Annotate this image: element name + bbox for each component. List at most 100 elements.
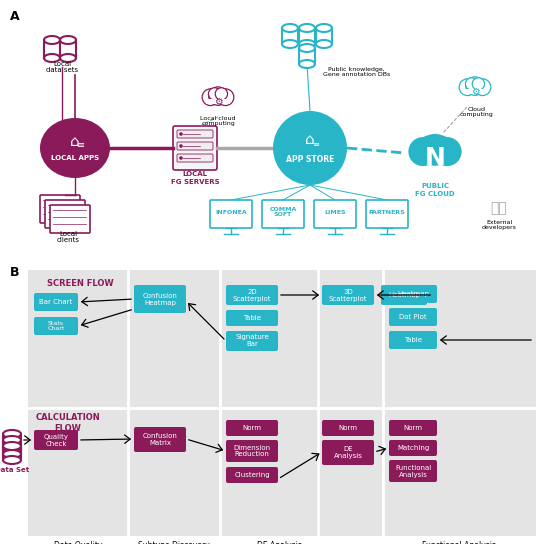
FancyBboxPatch shape (226, 331, 278, 351)
FancyBboxPatch shape (177, 154, 213, 162)
Text: Subtype Discovery: Subtype Discovery (138, 541, 210, 544)
Text: APP STORE: APP STORE (286, 156, 334, 164)
FancyBboxPatch shape (389, 308, 437, 326)
Text: 3D
Scatterplot: 3D Scatterplot (329, 288, 367, 301)
Text: Confusion
Matrix: Confusion Matrix (143, 433, 177, 446)
FancyBboxPatch shape (226, 310, 278, 326)
Text: Functional Analysis: Functional Analysis (423, 541, 497, 544)
Text: Local cloud
computing: Local cloud computing (200, 116, 236, 126)
Ellipse shape (299, 40, 315, 48)
Circle shape (202, 89, 219, 106)
Circle shape (433, 138, 461, 165)
Text: Data Set: Data Set (0, 467, 29, 473)
Text: LOCAL
FG SERVERS: LOCAL FG SERVERS (171, 171, 219, 184)
Text: 2D
Scatterplot: 2D Scatterplot (233, 288, 271, 301)
Text: N: N (425, 146, 445, 170)
FancyBboxPatch shape (389, 460, 437, 482)
FancyBboxPatch shape (322, 285, 374, 305)
Text: PARTNERS: PARTNERS (368, 209, 405, 214)
FancyBboxPatch shape (177, 142, 213, 150)
FancyBboxPatch shape (366, 200, 408, 228)
Bar (415, 154, 454, 164)
FancyBboxPatch shape (34, 430, 78, 450)
Text: COMMA
SOFT: COMMA SOFT (269, 207, 296, 218)
Ellipse shape (299, 44, 315, 52)
Text: Functional
Analysis: Functional Analysis (395, 465, 431, 478)
Text: Table: Table (243, 315, 261, 321)
Text: Public knowledge,
Gene annotation DBs: Public knowledge, Gene annotation DBs (323, 66, 390, 77)
Text: Bar Chart: Bar Chart (39, 299, 72, 305)
Text: Stats
Chart: Stats Chart (47, 320, 65, 331)
Text: Local
data sets: Local data sets (46, 60, 78, 73)
Circle shape (420, 135, 450, 165)
Bar (206, 99, 230, 104)
Text: Heatmap: Heatmap (397, 291, 429, 297)
Ellipse shape (282, 40, 298, 48)
Circle shape (209, 87, 227, 106)
FancyBboxPatch shape (322, 420, 374, 436)
FancyBboxPatch shape (177, 130, 213, 138)
Ellipse shape (316, 40, 332, 48)
FancyBboxPatch shape (322, 440, 374, 465)
Text: Clustering: Clustering (234, 472, 270, 478)
FancyBboxPatch shape (226, 467, 278, 483)
Text: SCREEN FLOW: SCREEN FLOW (47, 279, 113, 287)
FancyBboxPatch shape (134, 285, 186, 313)
Circle shape (465, 78, 478, 90)
FancyBboxPatch shape (226, 285, 278, 305)
Text: CALCULATION
FLOW: CALCULATION FLOW (36, 413, 101, 432)
FancyBboxPatch shape (389, 285, 437, 303)
Circle shape (419, 136, 440, 156)
Ellipse shape (44, 54, 60, 62)
Text: ⚙: ⚙ (471, 87, 479, 97)
Circle shape (459, 79, 476, 96)
Text: ⚙: ⚙ (214, 97, 222, 107)
FancyBboxPatch shape (389, 420, 437, 436)
Circle shape (466, 77, 484, 95)
Text: Table: Table (404, 337, 422, 343)
Ellipse shape (3, 436, 21, 444)
Circle shape (409, 138, 437, 165)
Ellipse shape (3, 430, 21, 438)
Ellipse shape (282, 24, 298, 32)
Circle shape (179, 132, 183, 136)
Ellipse shape (3, 444, 21, 452)
Circle shape (208, 88, 221, 100)
Ellipse shape (3, 456, 21, 464)
Text: Quality
Check: Quality Check (43, 434, 69, 447)
FancyBboxPatch shape (314, 200, 356, 228)
FancyBboxPatch shape (50, 205, 90, 233)
FancyBboxPatch shape (40, 195, 80, 223)
FancyBboxPatch shape (210, 200, 252, 228)
Ellipse shape (316, 24, 332, 32)
FancyBboxPatch shape (226, 440, 278, 462)
Text: Matching: Matching (397, 445, 429, 451)
Text: B: B (10, 265, 19, 279)
Text: A: A (10, 9, 19, 22)
FancyBboxPatch shape (389, 331, 437, 349)
Circle shape (217, 89, 234, 106)
Text: Confusion
Heatmap: Confusion Heatmap (143, 293, 177, 306)
Text: Norm: Norm (404, 425, 423, 431)
Circle shape (431, 136, 451, 156)
Text: ≡: ≡ (77, 140, 85, 150)
FancyBboxPatch shape (34, 317, 78, 335)
Ellipse shape (299, 24, 315, 32)
Text: PUBLIC
FG CLOUD: PUBLIC FG CLOUD (415, 183, 455, 196)
FancyBboxPatch shape (173, 126, 217, 170)
Text: Dot Plot: Dot Plot (399, 314, 427, 320)
Ellipse shape (60, 36, 76, 44)
Text: Data Quality: Data Quality (54, 541, 102, 544)
Text: DE Analysis: DE Analysis (256, 541, 301, 544)
Circle shape (474, 79, 491, 96)
FancyBboxPatch shape (34, 293, 78, 311)
Circle shape (179, 156, 183, 160)
Text: Heatmap: Heatmap (388, 292, 420, 298)
FancyBboxPatch shape (45, 200, 85, 228)
Text: Norm: Norm (339, 425, 358, 431)
Ellipse shape (3, 442, 21, 450)
Circle shape (472, 78, 485, 90)
FancyBboxPatch shape (262, 200, 304, 228)
Text: Cloud
computing: Cloud computing (460, 107, 494, 118)
FancyBboxPatch shape (389, 440, 437, 456)
